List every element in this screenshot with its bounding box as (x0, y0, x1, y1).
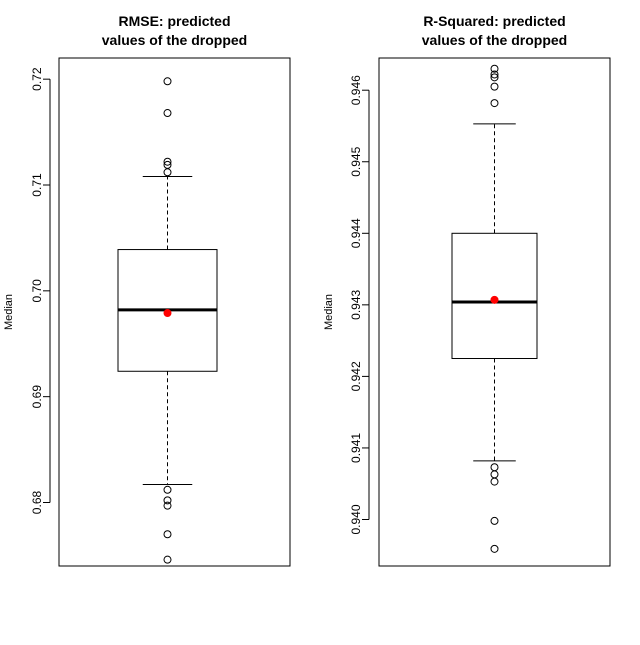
outlier-point (490, 463, 499, 472)
rmse-panel: RMSE: predicted values of the dropped 0.68… (3, 13, 291, 567)
outlier-point (163, 496, 172, 505)
mean-point (163, 309, 172, 318)
y-tick-label: 0.942 (349, 361, 363, 391)
outlier-point (490, 477, 499, 486)
outlier-point (163, 530, 172, 539)
y-tick-label: 0.944 (349, 218, 363, 248)
outlier-point (163, 168, 172, 177)
outlier-point (490, 99, 499, 108)
chart-title-line: values of the dropped (102, 32, 247, 48)
chart-title-line: values of the dropped (422, 32, 567, 48)
chart-title-line: RMSE: predicted (118, 13, 230, 29)
mean-point (490, 295, 499, 304)
y-tick-label: 0.943 (349, 290, 363, 320)
y-tick-label: 0.72 (30, 67, 44, 91)
y-tick-label: 0.71 (30, 173, 44, 197)
y-tick-label: 0.941 (349, 433, 363, 463)
plot-frame (378, 57, 611, 567)
outlier-point (163, 555, 172, 564)
outlier-point (163, 77, 172, 86)
y-tick-label: 0.68 (30, 490, 44, 514)
y-tick-label: 0.940 (349, 504, 363, 534)
outlier-point (490, 64, 499, 73)
y-tick-label: 0.69 (30, 385, 44, 409)
outlier-point (163, 485, 172, 494)
outlier-point (163, 157, 172, 166)
plot-frame (58, 57, 291, 567)
outlier-point (490, 73, 499, 82)
outlier-point (490, 70, 499, 79)
outlier-point (490, 516, 499, 525)
outlier-point (163, 109, 172, 118)
y-axis-title: Median (3, 294, 15, 330)
y-axis-title: Median (323, 294, 335, 330)
y-tick-label: 0.946 (349, 75, 363, 105)
outlier-point (490, 544, 499, 553)
outlier-point (163, 501, 172, 510)
y-tick-label: 0.70 (30, 279, 44, 303)
chart-title-line: R-Squared: predicted (423, 13, 565, 29)
outlier-point (490, 470, 499, 479)
y-tick-label: 0.945 (349, 146, 363, 176)
outlier-point (490, 82, 499, 91)
r-squared-panel: R-Squared: predicted values of the droppe… (323, 13, 611, 567)
